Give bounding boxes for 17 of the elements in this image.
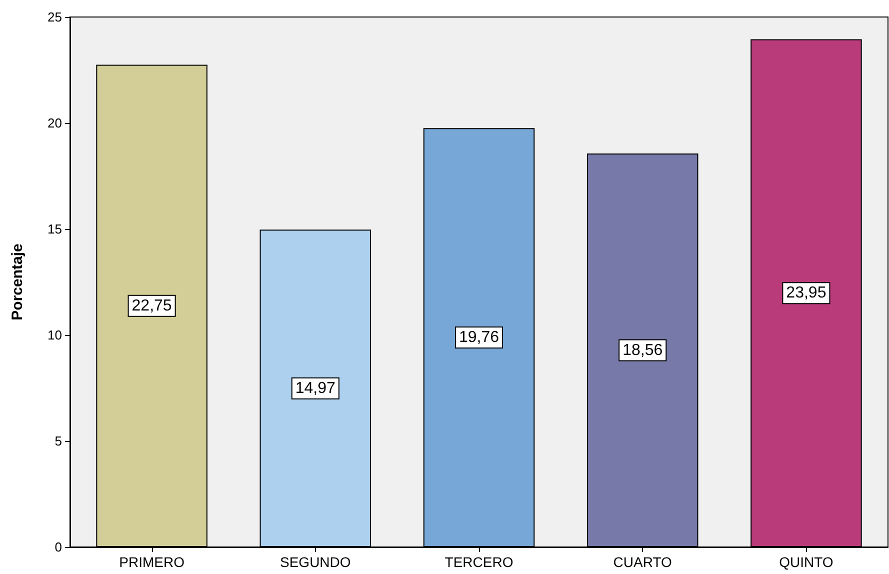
- x-tick-label: QUINTO: [779, 554, 834, 570]
- y-tick-label: 20: [48, 116, 62, 130]
- x-tick-label: TERCERO: [444, 554, 514, 570]
- data-label: 22,75: [132, 297, 172, 314]
- data-label: 14,97: [295, 380, 336, 397]
- x-tick-label: CUARTO: [613, 554, 672, 570]
- y-tick-label: 10: [48, 328, 62, 342]
- x-tick-label: SEGUNDO: [280, 554, 351, 570]
- y-axis-title: Porcentaje: [9, 244, 26, 320]
- y-tick-label: 25: [48, 10, 62, 24]
- data-label: 18,56: [622, 342, 663, 359]
- x-tick-label: PRIMERO: [119, 554, 185, 570]
- y-tick-label: 0: [54, 540, 62, 554]
- y-tick-label: 5: [54, 434, 62, 448]
- data-label: 23,95: [786, 284, 826, 302]
- y-tick-label: 15: [48, 222, 62, 236]
- data-label: 19,76: [458, 329, 500, 346]
